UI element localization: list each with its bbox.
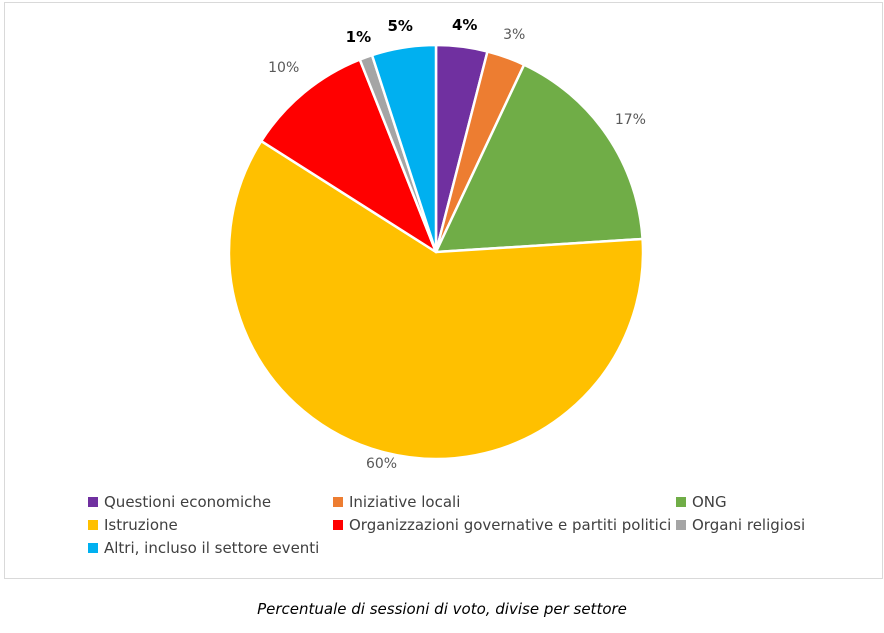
legend-item-7: Altri, incluso il settore eventi bbox=[88, 539, 319, 557]
pie-slice-5 bbox=[259, 58, 438, 254]
data-label-5: 10% bbox=[268, 59, 300, 76]
legend-item-3: ONG bbox=[676, 493, 727, 511]
pie-slice-3 bbox=[434, 63, 644, 254]
legend-item-4: Istruzione bbox=[88, 516, 178, 534]
legend-item-1: Questioni economiche bbox=[88, 493, 271, 511]
legend-swatch bbox=[676, 520, 686, 530]
pie-slice-4 bbox=[227, 139, 645, 461]
chart-caption: Percentuale di sessioni di voto, divise … bbox=[257, 600, 627, 618]
legend-swatch bbox=[88, 497, 98, 507]
data-label-1: 4% bbox=[451, 15, 478, 34]
legend-item-2: Iniziative locali bbox=[333, 493, 460, 511]
pie-slice-7 bbox=[370, 43, 438, 254]
legend-swatch bbox=[333, 497, 343, 507]
legend-label: Altri, incluso il settore eventi bbox=[104, 539, 320, 557]
data-label-6: 1% bbox=[345, 27, 372, 46]
data-label-7: 5% bbox=[387, 16, 413, 35]
data-label-4: 60% bbox=[365, 456, 398, 473]
legend-label: Istruzione bbox=[104, 516, 178, 534]
data-label-2: 3% bbox=[503, 26, 526, 43]
legend-label: ONG bbox=[692, 493, 727, 511]
legend-item-6: Organi religiosi bbox=[676, 516, 805, 534]
legend-label: Iniziative locali bbox=[349, 493, 461, 511]
legend-label: Organi religiosi bbox=[692, 516, 806, 534]
legend-swatch bbox=[88, 543, 98, 553]
legend-swatch bbox=[676, 497, 686, 507]
legend-item-5: Organizzazioni governative e partiti pol… bbox=[333, 516, 671, 534]
data-label-3: 17% bbox=[614, 111, 646, 128]
legend-swatch bbox=[88, 520, 98, 530]
legend-label: Questioni economiche bbox=[104, 493, 272, 511]
legend-label: Organizzazioni governative e partiti pol… bbox=[349, 516, 672, 534]
legend-swatch bbox=[333, 520, 343, 530]
